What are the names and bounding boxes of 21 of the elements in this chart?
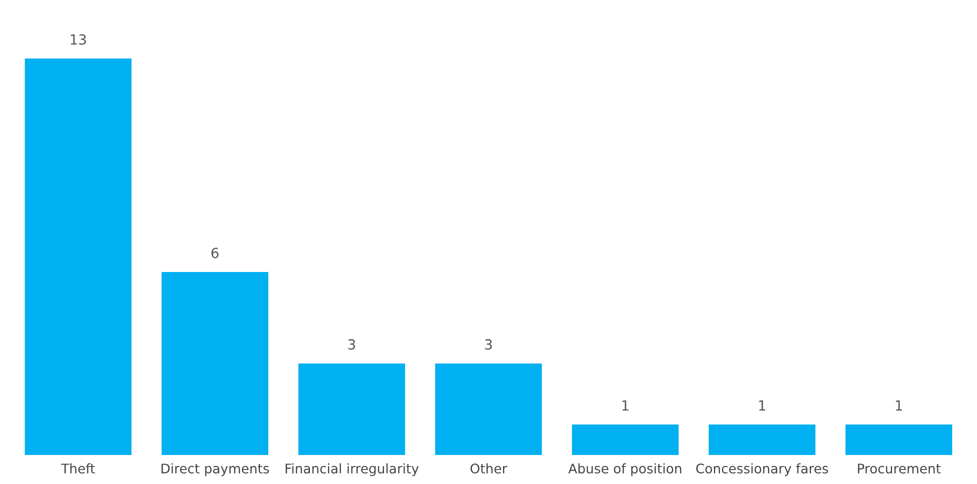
data-label: 6 [211, 248, 218, 258]
x-tick-label: Abuse of position [568, 463, 682, 476]
bar [24, 58, 132, 455]
bar [298, 363, 406, 455]
x-tick-label: Concessionary fares [696, 463, 828, 476]
data-label: 1 [759, 400, 766, 410]
bar [572, 424, 679, 455]
data-label: 1 [896, 400, 902, 410]
bar [845, 424, 952, 455]
bar [162, 272, 268, 455]
x-tick-label: Procurement [858, 464, 941, 474]
data-label: 3 [348, 339, 356, 350]
x-tick-label: Other [470, 463, 508, 474]
bar [435, 363, 542, 455]
x-tick-label: Theft [61, 463, 95, 474]
data-label: 13 [70, 34, 86, 45]
bar [708, 424, 816, 455]
x-tick-label: Financial irregularity [286, 463, 419, 476]
data-label: 1 [622, 400, 628, 410]
data-label: 3 [485, 339, 492, 350]
x-tick-label: Direct payments [162, 463, 269, 476]
